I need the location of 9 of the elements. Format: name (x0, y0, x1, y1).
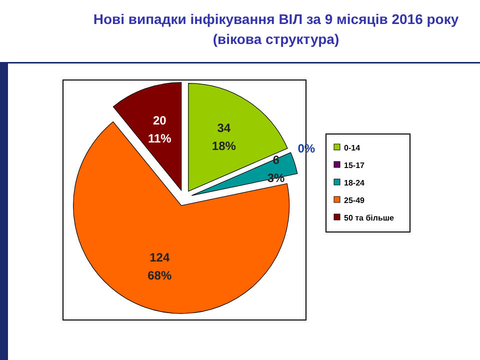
chart-title: Нові випадки інфікування ВІЛ за 9 місяців 2016 року (вікова структура) (93, 11, 459, 47)
data-label: 20 11% (148, 113, 172, 146)
legend-label: 15-17 (344, 161, 366, 170)
legend-label: 18-24 (344, 178, 366, 188)
data-label: 124 68% (148, 250, 172, 283)
legend-label: 50 та більше (344, 214, 395, 222)
legend-label: 25-49 (344, 196, 366, 205)
legend-label: 0-14 (344, 144, 361, 152)
data-label: 34 18% (212, 121, 236, 154)
